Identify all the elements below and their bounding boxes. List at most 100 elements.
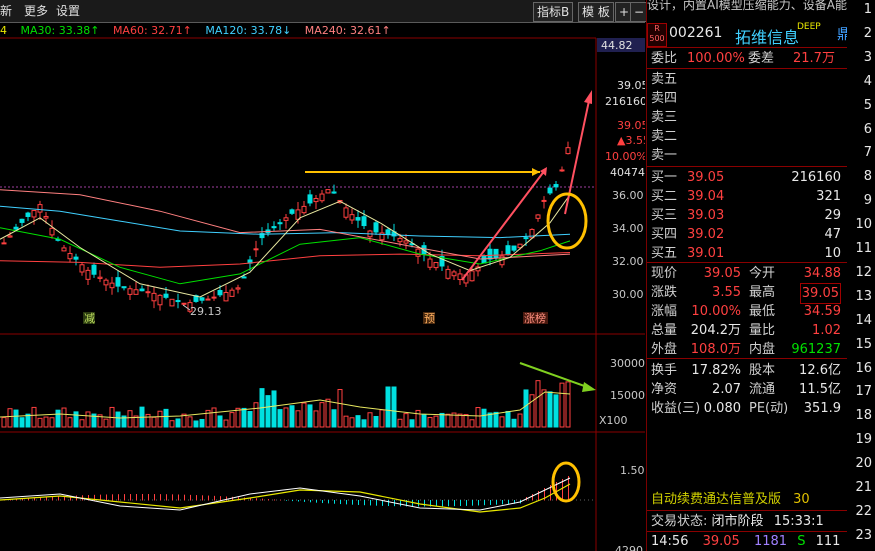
bid-row-2[interactable]: 买二 39.04 321 [651, 187, 841, 206]
row-number[interactable]: 10 [855, 217, 872, 233]
volume-bar [211, 407, 217, 428]
candle-body [199, 297, 205, 301]
bid-row-4[interactable]: 买四 39.02 47 [651, 225, 841, 244]
event-flag-3[interactable]: 涨榜 [524, 311, 546, 325]
more-menu[interactable]: 更多 [24, 4, 49, 18]
row-number[interactable]: 20 [855, 456, 872, 472]
bid-row-3[interactable]: 买三 39.03 29 [651, 206, 841, 225]
macd-bar [130, 494, 131, 501]
kline-chart[interactable]: 29.13 减 预 涨榜 44.82 39.05 216160 39.05 ▲3… [0, 22, 645, 551]
event-flag-2[interactable]: 预 [424, 312, 435, 325]
row-number[interactable]: 16 [855, 360, 872, 376]
volume-bar [457, 413, 463, 428]
quote-value-1: 204.2万 [690, 323, 741, 338]
rising-arrow-head-1 [540, 167, 547, 176]
axis-top-bg [597, 38, 645, 52]
macd-bar [448, 500, 449, 507]
ma60-label: MA60: 32.71↑ [112, 24, 192, 37]
volume-bar [289, 405, 295, 428]
bid-row-1[interactable]: 买一 39.05 216160 [651, 168, 841, 187]
volume-bar [385, 386, 391, 428]
row-number[interactable]: 9 [863, 193, 872, 209]
badge-bottom: 500 [649, 34, 665, 43]
row-number[interactable]: 2 [863, 25, 872, 41]
settings-menu[interactable]: 设置 [56, 4, 81, 18]
template-button[interactable]: 模 板 [578, 2, 614, 22]
macd-bar [46, 497, 47, 501]
ask-row-1[interactable]: 卖一 [651, 148, 678, 163]
quote-row: 净资 2.07 流通 11.5亿 [651, 380, 841, 399]
row-number[interactable]: 6 [863, 121, 872, 137]
row-number[interactable]: 8 [863, 169, 872, 185]
news-ticker[interactable]: 设计，内置AI模型压缩能力、设备A能力等多重创新，使能开发者快速 [647, 0, 875, 12]
macd-tick: 1.50 [620, 464, 645, 477]
macd-bar [190, 494, 191, 501]
stock-name[interactable]: 拓维信息 [735, 28, 800, 47]
row-number[interactable]: 23 [855, 527, 872, 543]
macd-bar [196, 495, 197, 501]
candle-body [547, 187, 553, 194]
macd-bar [472, 500, 473, 506]
ad-text[interactable]: 自动续费通达信普及版 [651, 492, 782, 507]
volume-bar [535, 380, 541, 428]
macd-bar [376, 500, 377, 506]
volume-bar [49, 417, 55, 428]
row-number[interactable]: 12 [855, 264, 872, 280]
row-number[interactable]: 4 [863, 73, 872, 89]
row-number[interactable]: 3 [863, 49, 872, 65]
volume-bar [493, 411, 499, 428]
row-number[interactable]: 19 [855, 432, 872, 448]
dea-line [0, 483, 571, 513]
ask-row-2[interactable]: 卖二 [651, 129, 678, 144]
macd-bar [214, 495, 215, 501]
candle-body [331, 191, 337, 194]
volume-bar [91, 413, 97, 428]
price-tick-1: 34.00 [612, 222, 644, 235]
row-number[interactable]: 22 [855, 503, 872, 519]
row-number[interactable]: 17 [855, 384, 872, 400]
volume-bar [181, 413, 187, 428]
row-number[interactable]: 7 [863, 145, 872, 161]
row-number[interactable]: 15 [855, 336, 872, 352]
indicator-button[interactable]: 指标B [533, 2, 574, 22]
volume-bar [355, 415, 361, 428]
row-number[interactable]: 21 [855, 480, 872, 495]
ask-row-5[interactable]: 卖五 [651, 72, 678, 87]
row-number[interactable]: 11 [855, 241, 872, 256]
macd-bar [508, 500, 509, 505]
macd-bar [154, 494, 155, 501]
macd-bar [40, 497, 41, 501]
candle-body [235, 287, 241, 290]
ask-row-3[interactable]: 卖三 [651, 110, 678, 125]
macd-bar [358, 500, 359, 505]
candle-body [97, 276, 103, 279]
vol-tick-1: 15000 [610, 389, 645, 402]
stock-badge: R 500 [647, 23, 667, 47]
macd-bar [112, 494, 113, 501]
event-flag-1[interactable]: 减 [84, 312, 95, 325]
new-menu[interactable]: 新 [0, 4, 13, 18]
candle-body [361, 216, 367, 227]
trade-status-row: 交易状态: 闭市阶段 15:33:1 [651, 512, 824, 531]
bid-label: 买二 [651, 189, 678, 204]
bid-row-5[interactable]: 买五 39.01 10 [651, 244, 841, 263]
macd-bar [64, 496, 65, 501]
row-number[interactable]: 1 [863, 2, 872, 17]
row-number[interactable]: 18 [855, 408, 872, 424]
macd-bar [478, 500, 479, 506]
sep-5 [647, 358, 875, 359]
row-number[interactable]: 5 [863, 97, 872, 113]
flag1-bg [83, 312, 95, 324]
ad-banner[interactable]: 自动续费通达信普及版 30 [651, 490, 810, 509]
row-number[interactable]: 14 [855, 312, 872, 328]
volume-bar [241, 407, 247, 428]
ask-row-4[interactable]: 卖四 [651, 91, 678, 106]
candle-body [505, 245, 511, 256]
macd-bar [304, 500, 305, 502]
row-number[interactable]: 13 [855, 288, 872, 304]
macd-bar [340, 500, 341, 505]
candle-body [73, 256, 79, 260]
horizontal-arrow-head [532, 168, 540, 176]
vol-unit: X100 [599, 414, 628, 427]
macd-bottom: 4290 [615, 544, 643, 551]
